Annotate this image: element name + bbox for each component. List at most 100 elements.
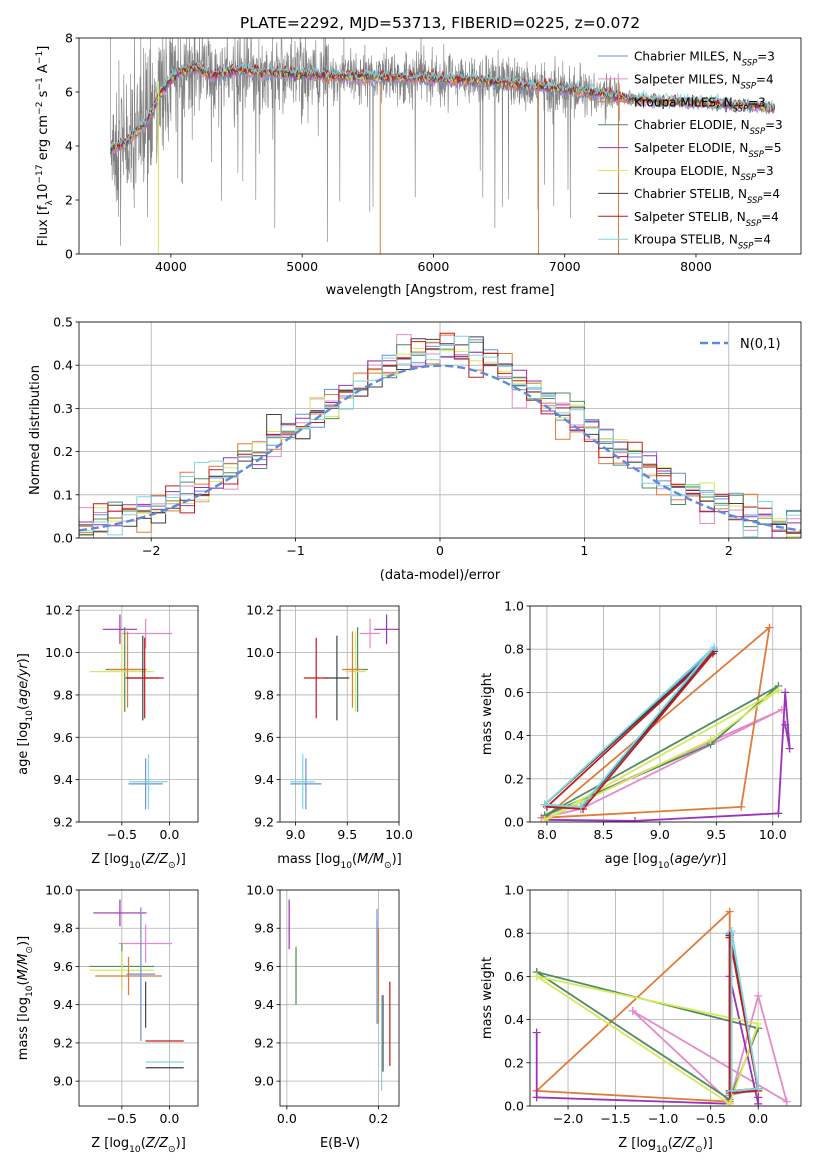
x-tick-label: 8.0 xyxy=(537,827,557,842)
x-tick-label: 0.0 xyxy=(159,1111,179,1126)
label-part: Kroupa MILES, N xyxy=(634,95,733,109)
y-tick-label: 0.6 xyxy=(504,969,524,984)
label-part: )] xyxy=(176,1136,186,1151)
label-part: SSP xyxy=(746,218,762,228)
label-part: −17 xyxy=(35,164,45,183)
axes-border xyxy=(279,605,400,823)
y-tick-label: 9.6 xyxy=(53,730,73,745)
model-line-salpeter_stelib xyxy=(110,62,775,149)
weight-line-kroupa_miles xyxy=(536,909,731,1103)
label-part: SSP xyxy=(741,80,757,90)
x-axis-label: mass [log10(M/M⊙)] xyxy=(277,852,401,871)
label-part: 10 xyxy=(656,1145,668,1155)
label-part: mass [log xyxy=(277,852,340,867)
label-part: SSP xyxy=(750,126,766,136)
x-tick-label: −0.5 xyxy=(107,1111,137,1126)
y-tick-label: 10.2 xyxy=(246,603,274,618)
axes-frame: 8.0 8.5 9.0 9.5 10.0 0.0 0.2 0.4 0.6 0.8 1.0 age [l… xyxy=(480,599,802,871)
label-part: ⊙ xyxy=(168,1145,176,1155)
observed-spectrum-line xyxy=(110,38,620,246)
label-part: =3 xyxy=(765,118,783,132)
axes-frame: 9.0 9.5 10.0 9.2 9.4 9.6 9.8 10.0 10.2 mass [log1… xyxy=(246,603,413,871)
label-part: age/yr xyxy=(675,852,718,867)
normal-curve-line xyxy=(79,364,801,532)
x-tick-label: 0.0 xyxy=(159,827,179,842)
weight-marker-salpeter_elodie xyxy=(774,809,783,818)
chart-weight_vs_age: 8.0 8.5 9.0 9.5 10.0 0.0 0.2 0.4 0.6 0.8 1.0 age [l… xyxy=(480,599,802,871)
weight-line-kroupa_elodie xyxy=(536,975,760,1106)
plot-area xyxy=(537,623,794,822)
weight-marker-kroupa_elodie xyxy=(532,972,541,981)
label-part: s xyxy=(36,90,51,101)
axes-border xyxy=(78,605,199,823)
weight-line-salpeter_elodie xyxy=(535,976,760,1105)
label-part: age/yr xyxy=(16,662,31,705)
y-axis-label: mass [log10(M/M⊙)] xyxy=(16,936,35,1060)
label-part: ⊙ xyxy=(25,946,35,954)
y-tick-label: 0.5 xyxy=(53,315,73,330)
label-part: =3 xyxy=(757,50,775,64)
label-part: M/M xyxy=(357,852,384,867)
weight-marker-kroupa_elodie xyxy=(540,815,549,822)
weight-line-salpeter_elodie xyxy=(544,692,791,822)
axes-frame: 0.0 0.2 9.0 9.2 9.4 9.6 9.8 10.0 E(B-V) xyxy=(246,883,400,1151)
label-part: Kroupa ELODIE, N xyxy=(634,164,741,178)
y-tick-label: 9.2 xyxy=(254,1035,274,1050)
x-tick-label: 0 xyxy=(436,543,444,558)
legend-label: Kroupa ELODIE, NSSP=3 xyxy=(634,164,774,182)
x-tick-label: 8.5 xyxy=(593,827,613,842)
plot-area xyxy=(79,332,801,538)
y-tick-label: 9.6 xyxy=(53,959,73,974)
label-part: Salpeter STELIB, N xyxy=(634,210,746,224)
plot-area xyxy=(89,899,184,1069)
label-part: 10 xyxy=(25,710,35,722)
label-part: 10 xyxy=(36,184,51,201)
weight-line-chabrier_elodie xyxy=(536,971,760,1101)
chart-age_vs_mass: 9.0 9.5 10.0 9.2 9.4 9.6 9.8 10.0 10.2 mass [log1… xyxy=(246,603,413,871)
weight-line-kroupa_stelib xyxy=(544,646,715,808)
label-part: ⊙ xyxy=(168,861,176,871)
label-part: SSP xyxy=(742,58,758,68)
label-part: Salpeter ELODIE, N xyxy=(634,141,748,155)
weight-marker-salpeter_miles xyxy=(782,1097,791,1106)
x-tick-label: −2.0 xyxy=(553,1111,583,1126)
x-tick-label: 0.2 xyxy=(368,1111,388,1126)
weight-marker-kroupa_stelib xyxy=(576,802,585,811)
y-tick-label: 0.3 xyxy=(53,401,73,416)
y-tick-label: 6 xyxy=(65,85,73,100)
label-part: )] xyxy=(716,852,726,867)
weight-marker-salpeter_elodie xyxy=(532,1028,541,1037)
label-part: =3 xyxy=(756,164,774,178)
weight-line-kroupa_stelib xyxy=(730,930,760,1092)
label-part: Kroupa STELIB, N xyxy=(634,233,738,247)
y-tick-label: 0.2 xyxy=(504,1055,524,1070)
label-part: ( xyxy=(16,980,31,985)
label-part: age [log xyxy=(16,722,31,775)
y-tick-label: 9.0 xyxy=(53,1074,73,1089)
y-tick-label: 9.6 xyxy=(254,959,274,974)
y-tick-label: 0.2 xyxy=(53,444,73,459)
weight-marker-kroupa_stelib xyxy=(727,1086,736,1095)
label-part: )] xyxy=(16,936,31,946)
label-part: ( xyxy=(16,705,31,710)
label-part: Flux [f xyxy=(36,205,51,246)
x-tick-label: −2 xyxy=(142,543,160,558)
x-axis-label: Z [log10(Z/Z⊙)] xyxy=(91,852,186,871)
legend-label: N(0,1) xyxy=(740,337,781,352)
x-tick-label: −0.5 xyxy=(695,1111,725,1126)
plot-area xyxy=(532,907,791,1106)
y-axis-label: Normed distribution xyxy=(28,365,43,495)
y-tick-label: 10.0 xyxy=(45,645,73,660)
y-tick-label: 9.8 xyxy=(254,921,274,936)
x-tick-label: 9.5 xyxy=(337,827,357,842)
label-part: ( xyxy=(352,852,357,867)
x-axis-label: Z [log10(Z/Z⊙)] xyxy=(618,1136,713,1155)
label-part: erg cm xyxy=(36,115,51,164)
weight-marker-salpeter_miles xyxy=(628,1006,637,1015)
y-tick-label: 9.8 xyxy=(53,921,73,936)
label-part: −1 xyxy=(35,51,45,64)
chart-weight_vs_z: −2.0 −1.5 −1.0 −0.5 0.0 0.0 0.2 0.4 0.6 0.8 1.0 Z [… xyxy=(480,883,802,1155)
legend-label: Chabrier MILES, NSSP=3 xyxy=(634,50,775,68)
plot-area xyxy=(288,899,391,1091)
